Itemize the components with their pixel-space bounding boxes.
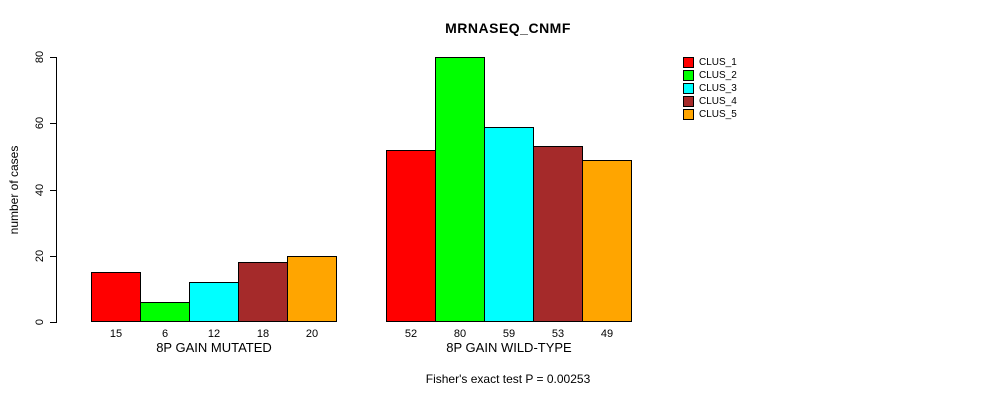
legend-label: CLUS_3: [699, 83, 737, 94]
legend-label: CLUS_5: [699, 109, 737, 120]
bar-value-label: 49: [600, 328, 614, 340]
legend-swatch-icon: [683, 70, 694, 81]
legend-label: CLUS_4: [699, 96, 737, 107]
caption-text: Fisher's exact test P = 0.00253: [425, 372, 591, 386]
y-tick-label: 0: [34, 318, 46, 326]
legend-entry-clus_2: CLUS_2: [683, 69, 737, 82]
legend: CLUS_1 CLUS_2 CLUS_3 CLUS_4 CLUS_5: [683, 56, 737, 121]
chart-title: MRNASEQ_CNMF: [445, 20, 571, 36]
legend-entry-clus_4: CLUS_4: [683, 95, 737, 108]
y-tick-mark: [50, 190, 56, 191]
bar-clus_2: [140, 302, 190, 322]
legend-entry-clus_5: CLUS_5: [683, 108, 737, 121]
legend-swatch-icon: [683, 109, 694, 120]
bar-clus_1: [91, 272, 141, 322]
bar-clus_2: [435, 57, 485, 322]
legend-entry-clus_1: CLUS_1: [683, 56, 737, 69]
bar-value-label: 12: [207, 328, 221, 340]
bar-value-label: 18: [256, 328, 270, 340]
bar-value-label: 59: [502, 328, 516, 340]
bar-value-label: 20: [305, 328, 319, 340]
x-group-label: 8P GAIN WILD-TYPE: [446, 340, 572, 355]
bar-value-label: 6: [161, 328, 169, 340]
bar-clus_3: [484, 127, 534, 322]
legend-swatch-icon: [683, 96, 694, 107]
legend-swatch-icon: [683, 57, 694, 68]
y-tick-mark: [50, 123, 56, 124]
y-tick-mark: [50, 256, 56, 257]
x-group-label: 8P GAIN MUTATED: [156, 340, 272, 355]
y-tick-label: 40: [34, 183, 46, 197]
bar-value-label: 52: [404, 328, 418, 340]
bar-value-label: 53: [551, 328, 565, 340]
y-tick-mark: [50, 57, 56, 58]
legend-label: CLUS_2: [699, 70, 737, 81]
bar-clus_3: [189, 282, 239, 322]
y-tick-label: 80: [34, 50, 46, 64]
bar-value-label: 15: [109, 328, 123, 340]
y-axis-line: [56, 57, 57, 323]
y-tick-label: 60: [34, 116, 46, 130]
bar-clus_4: [533, 146, 583, 322]
bar-clus_4: [238, 262, 288, 322]
bar-clus_1: [386, 150, 436, 322]
bar-clus_5: [582, 160, 632, 322]
y-tick-label: 20: [34, 249, 46, 263]
y-axis-label: number of cases: [7, 145, 21, 235]
bar-clus_5: [287, 256, 337, 322]
bar-value-label: 80: [453, 328, 467, 340]
legend-label: CLUS_1: [699, 57, 737, 68]
legend-entry-clus_3: CLUS_3: [683, 82, 737, 95]
legend-swatch-icon: [683, 83, 694, 94]
y-tick-mark: [50, 322, 56, 323]
